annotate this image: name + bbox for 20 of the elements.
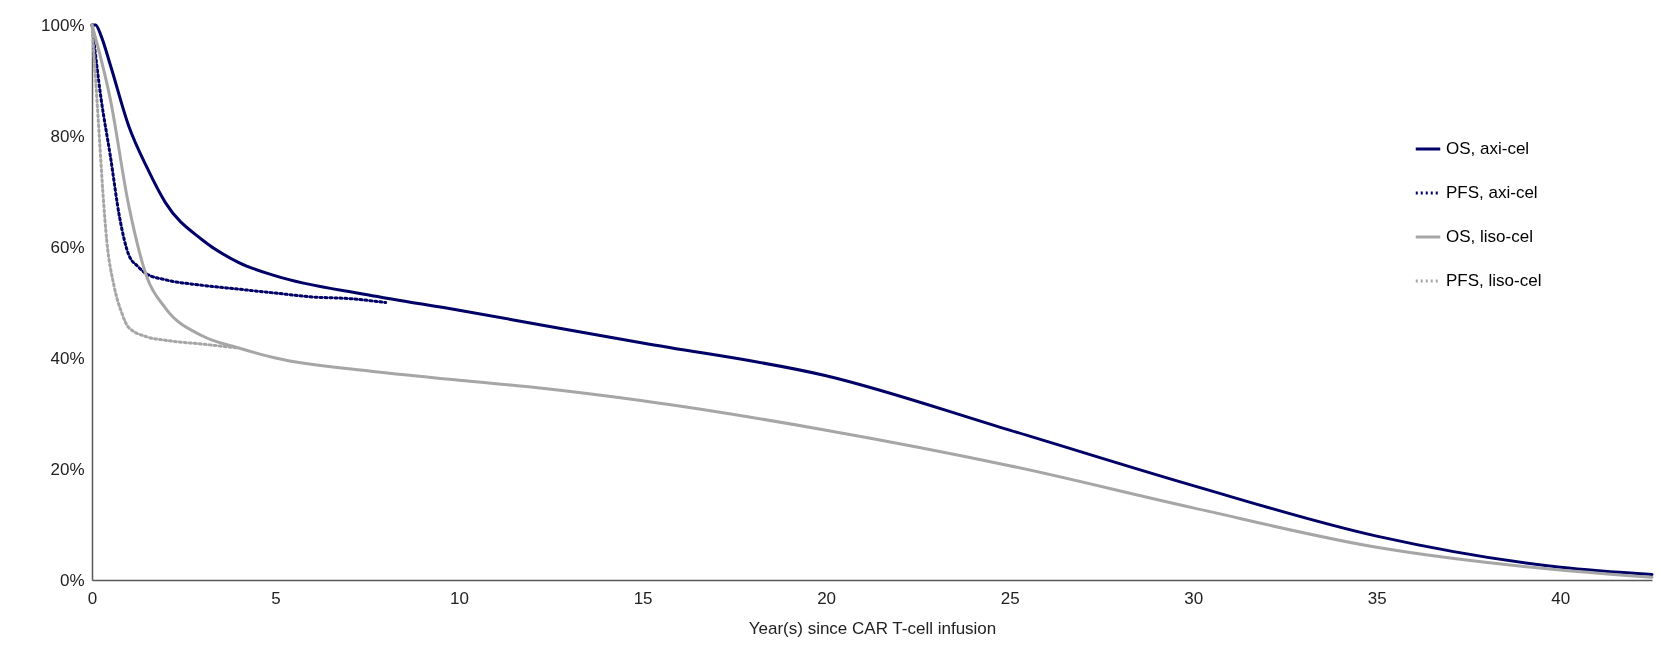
- y-tick-label: 0%: [59, 570, 85, 590]
- x-tick-label: 20: [817, 588, 837, 608]
- y-tick-label: 20%: [50, 459, 85, 479]
- x-tick-label: 0: [87, 588, 98, 608]
- legend-label: OS, axi-cel: [1446, 139, 1530, 158]
- y-tick-label: 80%: [50, 126, 85, 146]
- legend-label: PFS, liso-cel: [1446, 271, 1542, 290]
- x-axis-title: Year(s) since CAR T-cell infusion: [748, 618, 997, 638]
- x-tick-label: 40: [1551, 588, 1571, 608]
- x-tick-label: 25: [1000, 588, 1020, 608]
- legend-label: OS, liso-cel: [1446, 227, 1533, 246]
- x-tick-label: 5: [271, 588, 281, 608]
- x-tick-label: 15: [633, 588, 653, 608]
- legend-label: PFS, axi-cel: [1446, 183, 1538, 202]
- y-tick-label: 60%: [50, 237, 85, 257]
- x-tick-label: 30: [1184, 588, 1204, 608]
- x-tick-label: 35: [1367, 588, 1387, 608]
- y-tick-label: 100%: [41, 15, 85, 35]
- y-tick-label: 40%: [50, 348, 85, 368]
- x-tick-label: 10: [450, 588, 470, 608]
